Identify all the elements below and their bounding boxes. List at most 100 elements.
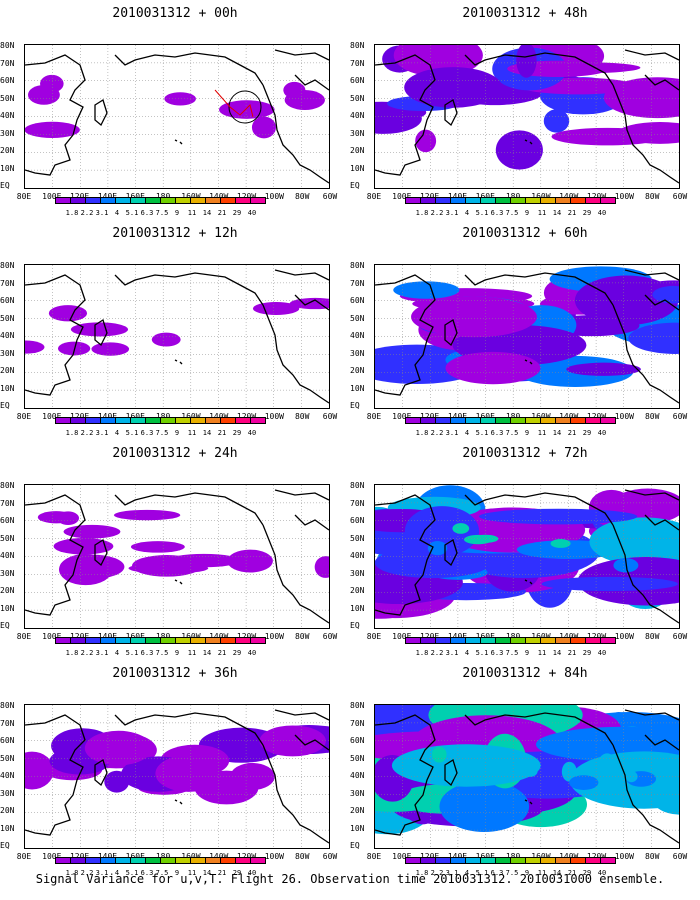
colorbar-label: 11 (537, 649, 547, 657)
map-plot (374, 264, 680, 409)
variance-shading-high (522, 765, 538, 777)
lon-label: 60W (672, 632, 688, 641)
colorbar-swatch (55, 197, 71, 204)
colorbar-swatch (175, 197, 191, 204)
colorbar-swatch (100, 197, 116, 204)
lon-label: 80E (16, 412, 32, 421)
variance-shading (439, 780, 530, 832)
lat-label: EQ (0, 181, 10, 190)
lon-label: 100W (614, 632, 634, 641)
lat-label: 20N (0, 366, 15, 375)
lat-label: 60N (350, 76, 365, 85)
colorbar-swatch (100, 637, 116, 644)
lon-label: 100E (42, 412, 62, 421)
coastline (524, 139, 528, 142)
coastline (174, 579, 178, 582)
lat-label: 20N (0, 146, 15, 155)
variance-shading (155, 755, 222, 792)
map-panel: 2010031312 + 72h 80N 70N 60N 50N 40N 30N 20N 10N… (350, 442, 700, 664)
colorbar-swatch (465, 637, 481, 644)
colorbar-label: 2.2 (80, 209, 94, 217)
lon-label: 160W (526, 192, 556, 201)
colorbar-label: 29 (232, 429, 242, 437)
colorbar-swatch (585, 637, 601, 644)
coastline (464, 272, 614, 306)
map-plot (374, 704, 680, 849)
colorbar-swatch (55, 417, 71, 424)
lat-label: 70N (0, 498, 15, 508)
coastline (644, 294, 679, 311)
lat-label: 30N (350, 128, 365, 138)
colorbar-label: 1.8 (415, 209, 429, 217)
coastline (274, 709, 329, 721)
lat-label: 30N (0, 788, 15, 798)
lat-label: 70N (0, 718, 15, 728)
colorbar-swatch (235, 417, 251, 424)
colorbar-swatch (480, 417, 496, 424)
lon-label: 80W (294, 632, 310, 641)
lon-label: 80W (294, 852, 310, 861)
colorbar (55, 197, 266, 210)
variance-shading (40, 74, 64, 93)
colorbar-label: 2.2 (80, 429, 94, 437)
lon-label: 140W (204, 412, 234, 421)
colorbar (55, 637, 266, 650)
coastline (94, 319, 108, 347)
lon-label: 120E (65, 632, 95, 641)
lat-label: 50N (350, 533, 365, 543)
colorbar-label: 3.1 (95, 649, 109, 657)
lon-label: 160W (526, 412, 556, 421)
colorbar-swatch (405, 637, 421, 644)
variance-shading-high (463, 534, 493, 545)
lon-label: 100E (392, 852, 412, 861)
coastline (644, 74, 679, 91)
colorbar-label: 11 (187, 869, 197, 877)
coastline (375, 714, 436, 836)
colorbar-swatch (420, 637, 436, 644)
colorbar-label: 29 (582, 649, 592, 657)
lon-label: 120W (232, 632, 262, 641)
colorbar-label: 9 (174, 429, 180, 437)
colorbar-swatch (495, 637, 511, 644)
colorbar-swatch (250, 197, 266, 204)
colorbar-swatch (85, 197, 101, 204)
variance-shading (63, 524, 121, 539)
coastline (644, 734, 679, 751)
lat-label: 40N (0, 771, 15, 780)
variance-shading (25, 751, 54, 790)
lon-label: 60W (672, 412, 688, 421)
variance-shading-high (431, 746, 447, 763)
lat-label: EQ (350, 841, 360, 850)
lon-label: 140E (92, 852, 122, 861)
colorbar-label: 6.3 (140, 429, 154, 437)
coastline (529, 361, 533, 365)
variance-shading (393, 281, 460, 299)
colorbar-label: 40 (247, 429, 257, 437)
variance-shading (25, 340, 45, 354)
colorbar-label: 14 (202, 429, 212, 437)
lon-label: 100W (614, 852, 634, 861)
colorbar-labels: 1.8 2.2 3.1 4 5.1 6.3 7.5 9 11 14 21 29 40 (406, 869, 700, 879)
lat-label: EQ (0, 841, 10, 850)
lon-label: 160E (120, 632, 150, 641)
coastline (294, 734, 329, 751)
map-panel: 2010031312 + 84h 80N 70N 60N 50N 40N 30N 20N 10N… (350, 662, 700, 884)
lon-label: 120E (65, 412, 95, 421)
variance-shading (314, 556, 329, 578)
variance-shading (589, 517, 679, 566)
colorbar-swatch (450, 197, 466, 204)
colorbar-swatch (600, 197, 616, 204)
lon-label: 100E (392, 632, 412, 641)
lon-label: 100W (264, 632, 284, 641)
map-panel: 2010031312 + 24h 80N 70N 60N 50N 40N 30N 20N 10N… (0, 442, 350, 664)
coastline (612, 524, 679, 624)
lon-label: 180 (498, 852, 528, 861)
colorbar-label: 5.1 (475, 429, 489, 437)
coastline (444, 539, 458, 567)
colorbar-swatch (160, 197, 176, 204)
colorbar-swatch (160, 857, 176, 864)
colorbar-label: 21 (567, 209, 577, 217)
colorbar-label: 1.8 (415, 649, 429, 657)
colorbar-swatch (220, 197, 236, 204)
variance-shading (652, 285, 679, 304)
